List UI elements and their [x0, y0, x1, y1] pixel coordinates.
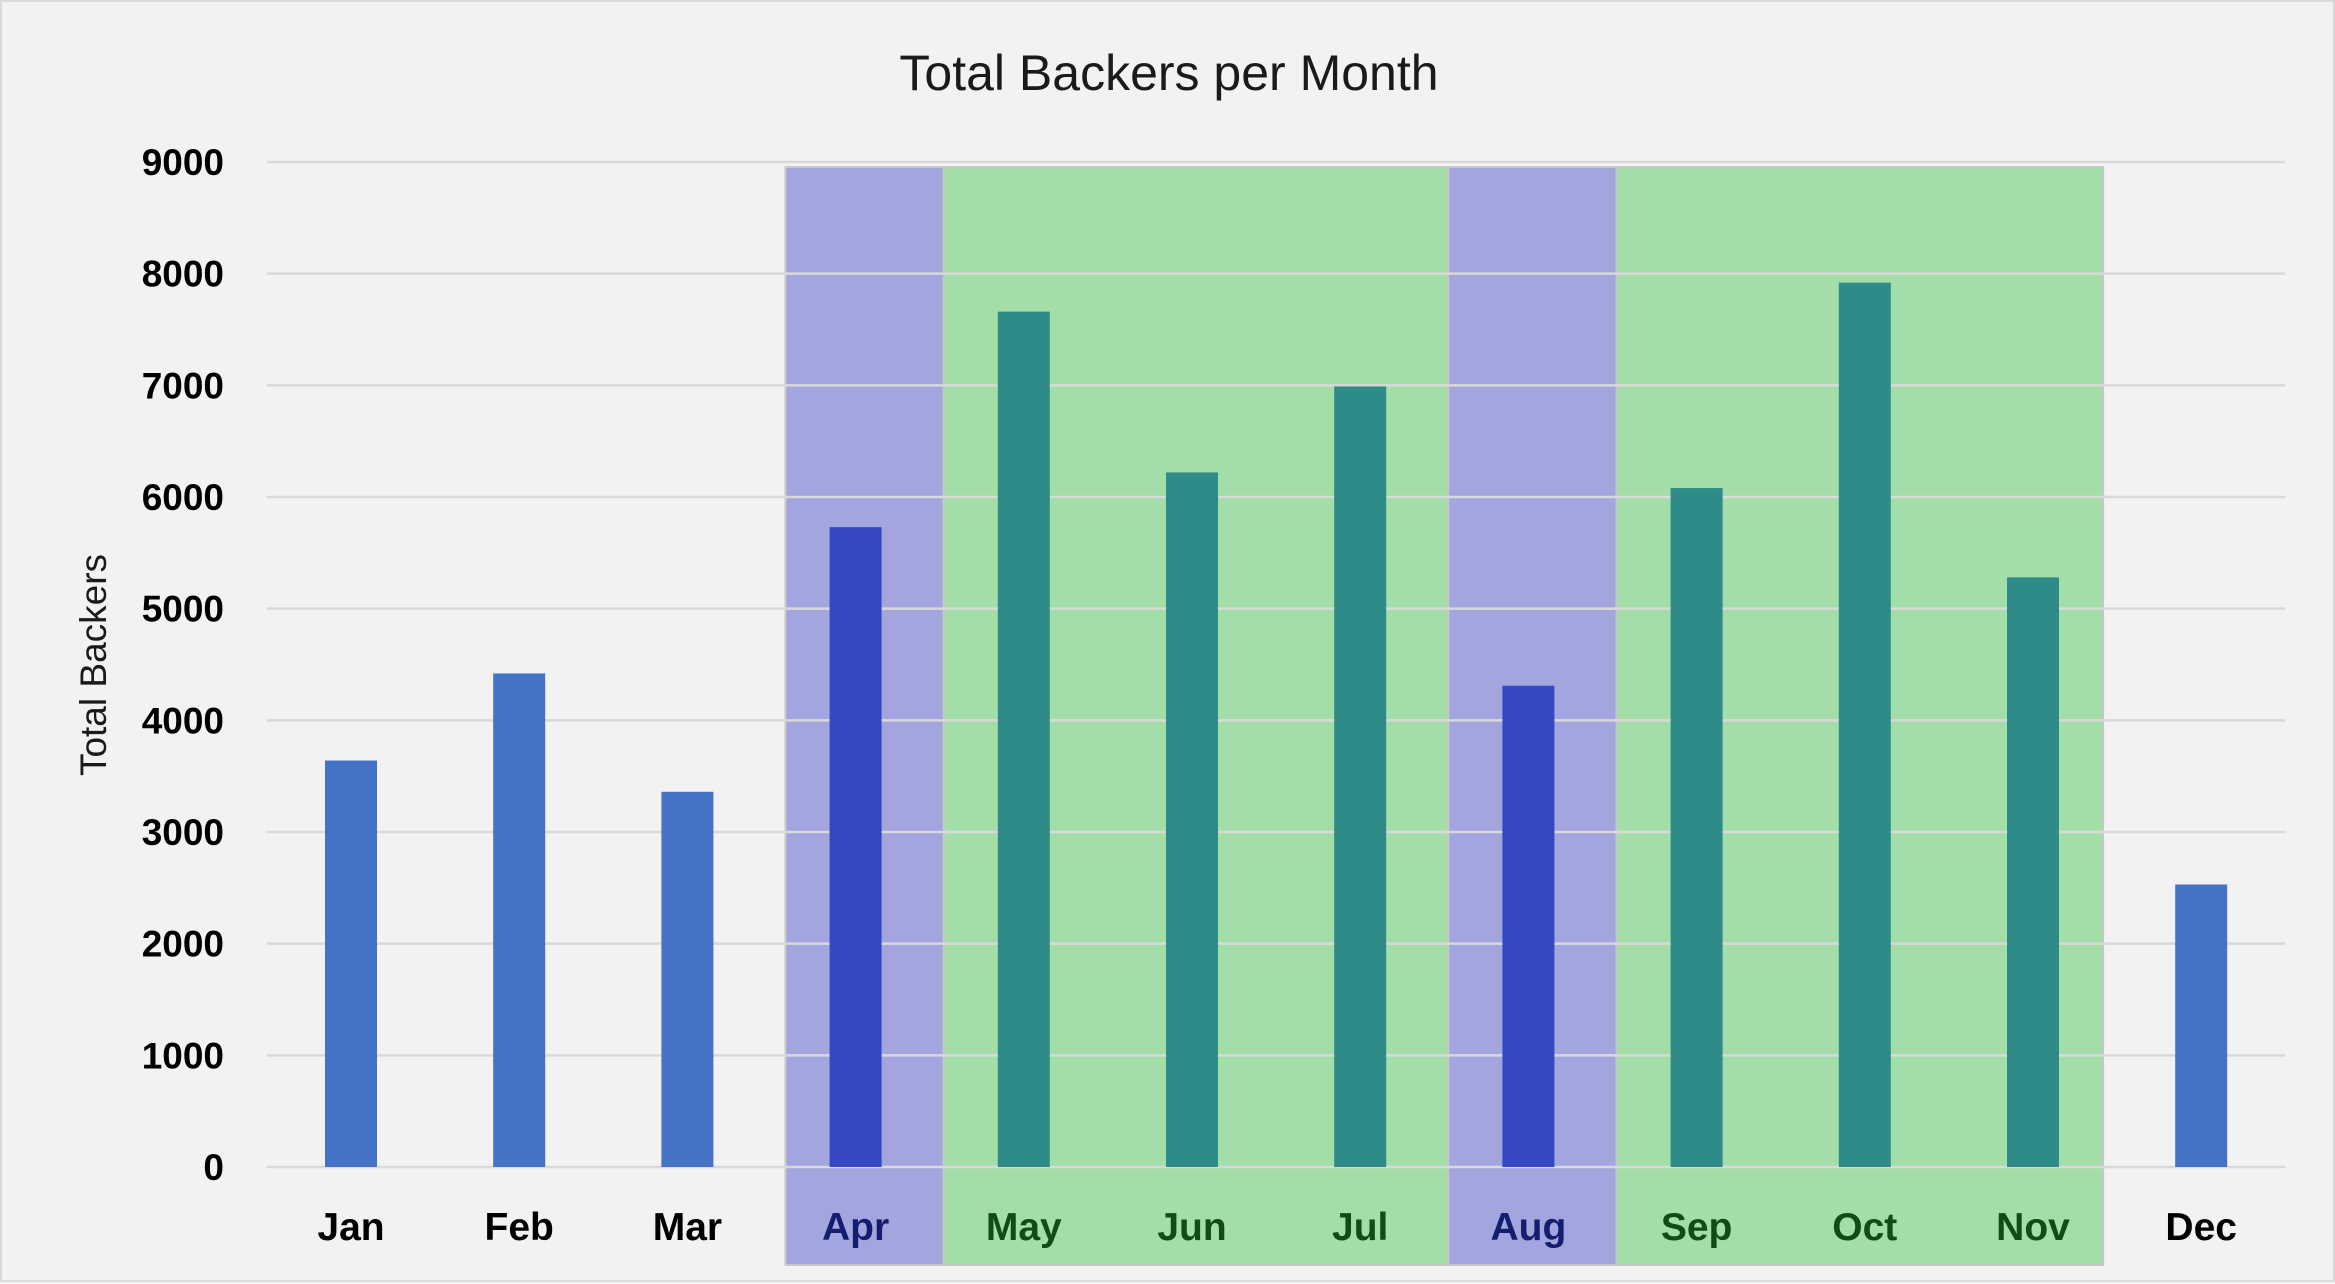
bar-jun: [1166, 472, 1218, 1167]
y-tick-label: 2000: [142, 924, 224, 965]
bar-jan: [325, 760, 377, 1167]
x-tick-label-may: May: [986, 1206, 1062, 1249]
bar-nov: [2007, 577, 2059, 1167]
chart-title: Total Backers per Month: [899, 45, 1438, 101]
bar-apr: [829, 527, 882, 1167]
bar-dec: [2175, 884, 2228, 1167]
bar-oct: [1838, 282, 1891, 1168]
x-tick-label-sep: Sep: [1661, 1206, 1733, 1249]
x-tick-labels: Jan Feb Mar Apr May Jun Jul Aug Sep Oct Nov Dec: [317, 1206, 2237, 1249]
y-axis-label: Total Backers: [73, 554, 114, 776]
bar-may: [997, 311, 1050, 1168]
y-tick-label: 9000: [142, 142, 224, 183]
y-tick-labels: 0 1000 2000 3000 4000 5000 6000 7000 8000 9000: [142, 142, 224, 1188]
highlight-bands: [784, 166, 2105, 1266]
bars: [325, 282, 2228, 1168]
y-tick-label: 0: [203, 1147, 224, 1188]
x-tick-label-jul: Jul: [1332, 1206, 1388, 1249]
x-tick-label-nov: Nov: [1996, 1206, 2070, 1249]
bar-mar: [661, 791, 714, 1167]
y-tick-label: 4000: [142, 700, 224, 741]
x-tick-label-oct: Oct: [1832, 1206, 1897, 1249]
y-tick-label: 8000: [142, 254, 224, 295]
x-tick-label-apr: Apr: [822, 1206, 889, 1249]
y-tick-label: 7000: [142, 365, 224, 406]
bar-jul: [1334, 386, 1387, 1167]
x-tick-label-mar: Mar: [653, 1206, 722, 1249]
bar-aug: [1502, 685, 1555, 1167]
y-tick-label: 5000: [142, 589, 224, 630]
y-tick-label: 3000: [142, 812, 224, 853]
x-tick-label-jan: Jan: [317, 1206, 384, 1249]
x-tick-label-jun: Jun: [1157, 1206, 1226, 1249]
bar-feb: [493, 673, 546, 1167]
gridlines: [267, 160, 2285, 1169]
x-tick-label-aug: Aug: [1490, 1206, 1566, 1249]
bar-sep: [1670, 488, 1723, 1168]
x-tick-label-dec: Dec: [2165, 1206, 2237, 1249]
y-tick-label: 6000: [142, 477, 224, 518]
y-tick-label: 1000: [142, 1035, 224, 1076]
x-tick-label-feb: Feb: [485, 1206, 554, 1249]
